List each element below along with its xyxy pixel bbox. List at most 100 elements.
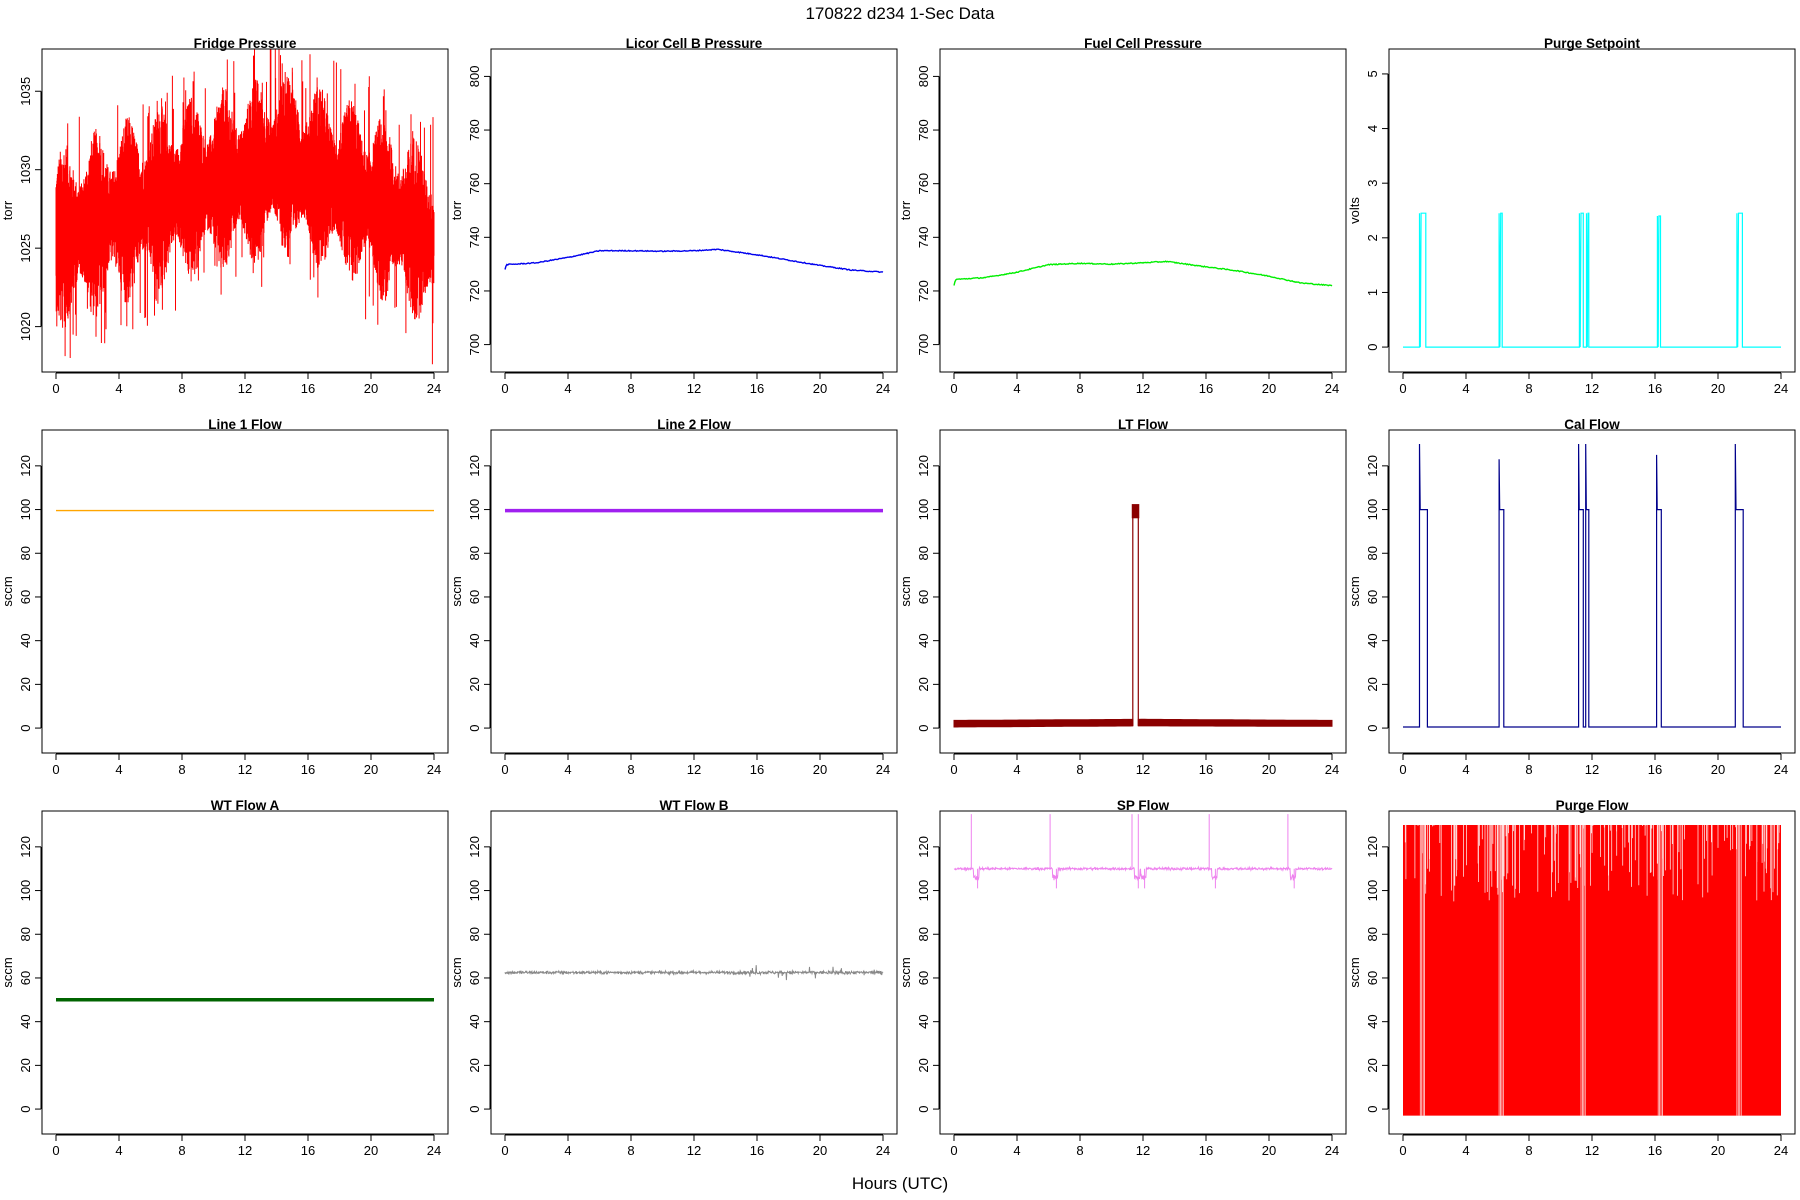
plot-frame bbox=[1388, 810, 1796, 1135]
y-tick-label: 0 bbox=[18, 724, 33, 731]
panel-title: Line 2 Flow bbox=[657, 417, 731, 432]
y-tick-label: 40 bbox=[18, 1014, 33, 1028]
x-tick-label: 20 bbox=[1262, 1143, 1276, 1158]
x-tick-label: 24 bbox=[876, 381, 890, 396]
plot-frame bbox=[41, 429, 449, 754]
y-tick-label: 800 bbox=[916, 66, 931, 88]
y-tick-label: 40 bbox=[1365, 1014, 1380, 1028]
panel-cal-flow: Cal Flow 0 4 8 12 16 20 24 0 20 40 60 80 100 120 sccm bbox=[1347, 417, 1796, 777]
y-tick-label: 780 bbox=[916, 119, 931, 141]
y-tick-label: 100 bbox=[1365, 499, 1380, 521]
plot-area bbox=[1403, 212, 1781, 348]
y-axis: 0 20 40 60 80 100 120 sccm bbox=[0, 836, 42, 1113]
x-tick-label: 12 bbox=[687, 381, 701, 396]
panel-title: Fuel Cell Pressure bbox=[1084, 36, 1202, 51]
y-tick-label: 700 bbox=[916, 334, 931, 356]
y-tick-label: 60 bbox=[1365, 971, 1380, 985]
y-tick-label: 120 bbox=[1365, 455, 1380, 477]
panel-title: Licor Cell B Pressure bbox=[626, 36, 763, 51]
panel-title: Line 1 Flow bbox=[208, 417, 282, 432]
x-axis: 0 4 8 12 16 20 24 bbox=[1399, 1134, 1788, 1158]
x-tick-label: 20 bbox=[1262, 762, 1276, 777]
y-tick-label: 40 bbox=[1365, 633, 1380, 647]
x-axis: 0 4 8 12 16 20 24 bbox=[52, 372, 441, 396]
plot-area bbox=[953, 504, 1333, 728]
x-axis: 0 4 8 12 16 20 24 bbox=[1399, 372, 1788, 396]
plot-frame bbox=[1388, 48, 1796, 373]
y-tick-label: 740 bbox=[916, 226, 931, 248]
y-tick-label: 120 bbox=[916, 836, 931, 858]
x-tick-label: 12 bbox=[1136, 1143, 1150, 1158]
y-tick-label: 80 bbox=[467, 546, 482, 560]
series-line bbox=[953, 865, 1333, 881]
y-tick-label: 120 bbox=[916, 455, 931, 477]
y-tick-label: 40 bbox=[18, 633, 33, 647]
y-tick-label: 80 bbox=[916, 927, 931, 941]
x-tick-label: 24 bbox=[876, 1143, 890, 1158]
x-tick-label: 20 bbox=[1262, 381, 1276, 396]
x-axis: 0 4 8 12 16 20 24 bbox=[501, 1134, 890, 1158]
y-axis-label: sccm bbox=[1347, 576, 1362, 606]
y-axis: 0 20 40 60 80 100 120 sccm bbox=[1347, 455, 1389, 732]
y-tick-label: 60 bbox=[18, 971, 33, 985]
y-tick-label: 100 bbox=[1365, 880, 1380, 902]
x-axis: 0 4 8 12 16 20 24 bbox=[950, 753, 1339, 777]
panel-sp-flow: SP Flow 0 4 8 12 16 20 24 0 20 40 60 80 100 120 sccm bbox=[898, 798, 1347, 1158]
y-tick-label: 0 bbox=[1365, 724, 1380, 731]
x-axis: 0 4 8 12 16 20 24 bbox=[52, 1134, 441, 1158]
y-axis-label: sccm bbox=[449, 957, 464, 987]
plot-area bbox=[953, 814, 1333, 889]
y-tick-label: 1035 bbox=[18, 77, 33, 106]
y-tick-label: 40 bbox=[916, 1014, 931, 1028]
panel-purge-flow: Purge Flow 0 4 8 12 16 20 24 0 20 40 60 80 100 120 sccm bbox=[1347, 798, 1796, 1158]
plot-frame bbox=[939, 810, 1347, 1135]
y-tick-label: 20 bbox=[916, 677, 931, 691]
y-tick-label: 80 bbox=[916, 546, 931, 560]
y-tick-label: 20 bbox=[916, 1058, 931, 1072]
x-tick-label: 16 bbox=[1648, 381, 1662, 396]
panel-wt-flow-a: WT Flow A 0 4 8 12 16 20 24 0 20 40 60 80 100 120 sccm bbox=[0, 798, 449, 1158]
y-axis-label: volts bbox=[1347, 197, 1362, 224]
x-tick-label: 8 bbox=[178, 1143, 185, 1158]
panel-fuel-cell-pressure: Fuel Cell Pressure 0 4 8 12 16 20 24 700 720 740 76… bbox=[898, 36, 1347, 396]
y-tick-label: 20 bbox=[18, 1058, 33, 1072]
panel-title: SP Flow bbox=[1117, 798, 1170, 813]
x-tick-label: 4 bbox=[1013, 1143, 1020, 1158]
plot-frame bbox=[490, 48, 898, 373]
y-tick-label: 0 bbox=[18, 1105, 33, 1112]
x-tick-label: 8 bbox=[1525, 381, 1532, 396]
x-tick-label: 4 bbox=[564, 1143, 571, 1158]
x-tick-label: 16 bbox=[750, 381, 764, 396]
x-axis: 0 4 8 12 16 20 24 bbox=[1399, 753, 1788, 777]
y-tick-label: 60 bbox=[916, 590, 931, 604]
x-tick-label: 4 bbox=[115, 381, 122, 396]
y-tick-label: 80 bbox=[1365, 546, 1380, 560]
x-tick-label: 8 bbox=[178, 762, 185, 777]
plot-area bbox=[1403, 825, 1781, 1116]
y-axis-label: sccm bbox=[898, 576, 913, 606]
x-tick-label: 16 bbox=[301, 762, 315, 777]
x-tick-label: 4 bbox=[1462, 1143, 1469, 1158]
x-tick-label: 16 bbox=[750, 1143, 764, 1158]
x-tick-label: 12 bbox=[1585, 1143, 1599, 1158]
y-tick-label: 720 bbox=[467, 280, 482, 302]
x-tick-label: 0 bbox=[950, 1143, 957, 1158]
panel-wt-flow-b: WT Flow B 0 4 8 12 16 20 24 0 20 40 60 80 100 120 sccm bbox=[449, 798, 898, 1158]
y-axis: 0 20 40 60 80 100 120 sccm bbox=[449, 455, 491, 732]
x-tick-label: 20 bbox=[813, 762, 827, 777]
y-tick-label: 120 bbox=[467, 836, 482, 858]
y-tick-label: 80 bbox=[467, 927, 482, 941]
y-axis-label: sccm bbox=[0, 957, 15, 987]
x-tick-label: 12 bbox=[687, 762, 701, 777]
y-tick-label: 60 bbox=[467, 590, 482, 604]
panel-title: Cal Flow bbox=[1564, 417, 1620, 432]
x-tick-label: 0 bbox=[950, 381, 957, 396]
y-tick-label: 760 bbox=[467, 173, 482, 195]
x-tick-label: 0 bbox=[52, 762, 59, 777]
y-tick-label: 1030 bbox=[18, 155, 33, 184]
y-tick-label: 1025 bbox=[18, 234, 33, 263]
series-gaps bbox=[1404, 825, 1780, 1116]
